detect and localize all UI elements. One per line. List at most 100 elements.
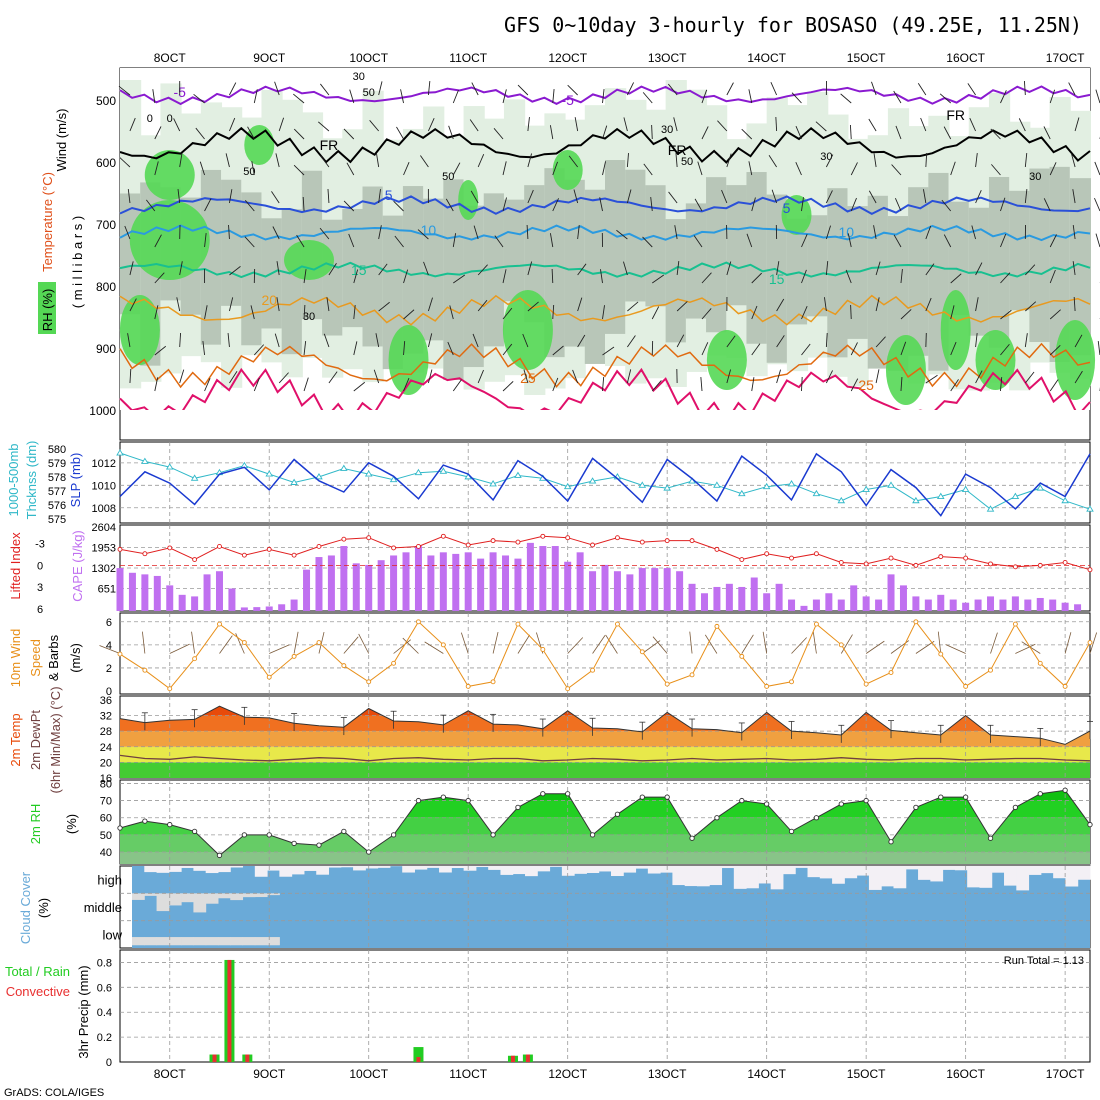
cloud-clear-high (303, 866, 317, 871)
wind-barb (326, 297, 330, 312)
cape-bar (949, 599, 957, 611)
rh-mid-cell (1049, 166, 1071, 363)
wind10-barb (865, 640, 885, 654)
cape-bar (315, 557, 323, 611)
wind-barb (1000, 272, 1011, 284)
wind-barb (1074, 117, 1080, 132)
cloud-clear-high (156, 866, 170, 873)
wind10-barb (642, 640, 661, 654)
cloud-clear-middle (193, 893, 207, 913)
wind-barb (925, 225, 932, 240)
rh-mid-cell (503, 199, 526, 302)
wind10-axis-label-3: & Barbs (46, 634, 61, 681)
wind-barb (627, 335, 636, 348)
wind-barb (950, 161, 956, 176)
cape-bar (700, 593, 708, 611)
rh2m-tick: 70 (100, 796, 112, 808)
rh-mid-cell (342, 208, 364, 328)
wind-barb (950, 305, 955, 320)
thickness-point (1036, 484, 1045, 491)
cloud-clear-middle (132, 893, 145, 900)
wind-barb (1072, 261, 1076, 276)
cloud-clear-high (844, 866, 858, 879)
cloud-clear-high (733, 866, 747, 889)
lifted-index-point (938, 554, 944, 560)
rh2m-point (540, 791, 546, 797)
wind-barb (795, 162, 802, 176)
wind-barb (1049, 234, 1057, 248)
wind-barb (1072, 189, 1076, 204)
temperature-axis-label: Temperature (°C) (40, 172, 55, 272)
wind-barb (204, 377, 211, 392)
cape-bar (526, 542, 534, 611)
wind-barb (642, 236, 653, 248)
thickness-point (439, 467, 448, 474)
wind10-barb (1089, 632, 1098, 654)
wind-barb (154, 161, 159, 176)
x-tick-bottom: 8OCT (154, 1067, 187, 1081)
wind-barb (849, 124, 852, 140)
wind-barb (840, 93, 852, 104)
wind-barb (975, 190, 982, 204)
wind-barb (119, 157, 131, 168)
wind10-barb (812, 631, 817, 654)
wind-barb (502, 197, 507, 212)
wind-barb (393, 200, 404, 212)
cloud-clear-high (365, 866, 379, 869)
thickness-tick: 577 (48, 486, 66, 498)
wind-barb (154, 305, 159, 320)
slp-ylabels: 1000-500mb Thcknss (dm) SLP (mb) (6, 441, 83, 520)
cape-bar (427, 555, 435, 611)
rh-mid-cell (564, 179, 586, 347)
wind-barb (1025, 301, 1037, 312)
thickness-point (190, 474, 199, 481)
wind-barb (1095, 233, 1100, 248)
wind-barb (453, 274, 466, 284)
cloud-clear-low (205, 937, 219, 946)
wind10-point (117, 651, 123, 657)
rh-mid-cell (584, 189, 606, 364)
thickness-line (119, 452, 1091, 510)
cloud-clear-high (439, 866, 452, 873)
cloud-clear-high (426, 866, 440, 868)
wind-barb (1000, 377, 1003, 392)
wind10-barb (191, 631, 196, 654)
run-total-label: Run Total = 1.13 (1004, 955, 1084, 967)
wind10-point (714, 623, 720, 629)
isotherm-label: 10 (421, 222, 437, 238)
cloud-clear-high (856, 866, 870, 876)
wind10-barb (652, 636, 668, 654)
wind10-point (565, 686, 571, 692)
rh2m-point (863, 797, 869, 804)
wind-barb (225, 153, 230, 168)
wind-barb (623, 117, 628, 132)
wind-barb (228, 189, 233, 204)
x-tick-top: 10OCT (349, 51, 388, 65)
wind10-tick: 4 (106, 640, 112, 652)
rh-contour-label: 50 (681, 156, 693, 168)
lifted-index-point (639, 539, 645, 545)
rh2m-point (291, 840, 297, 847)
cloud-clear-low (242, 937, 256, 946)
wind-barb (990, 128, 1001, 140)
wind-barb (668, 83, 678, 96)
wind-barb (452, 162, 461, 176)
wind-barb (701, 126, 709, 140)
wind-barb (1072, 225, 1076, 240)
lifted-index-point (689, 538, 695, 544)
wind-barb (1095, 89, 1100, 104)
rh2m-point (1012, 804, 1019, 811)
wind10-point (764, 683, 770, 689)
wind-barb (318, 121, 330, 132)
cape-tick: 1953 (92, 543, 116, 555)
x-tick-top: 14OCT (747, 51, 786, 65)
wind-barb (623, 261, 628, 276)
wind-barb (1049, 269, 1056, 284)
thickness-point (588, 477, 597, 484)
wind-barb (717, 120, 728, 132)
wind-barb (825, 190, 833, 204)
cape-bar (240, 607, 248, 611)
cape-bar (1061, 602, 1069, 611)
wind10-barb (567, 637, 584, 654)
wind-barb (975, 333, 978, 348)
